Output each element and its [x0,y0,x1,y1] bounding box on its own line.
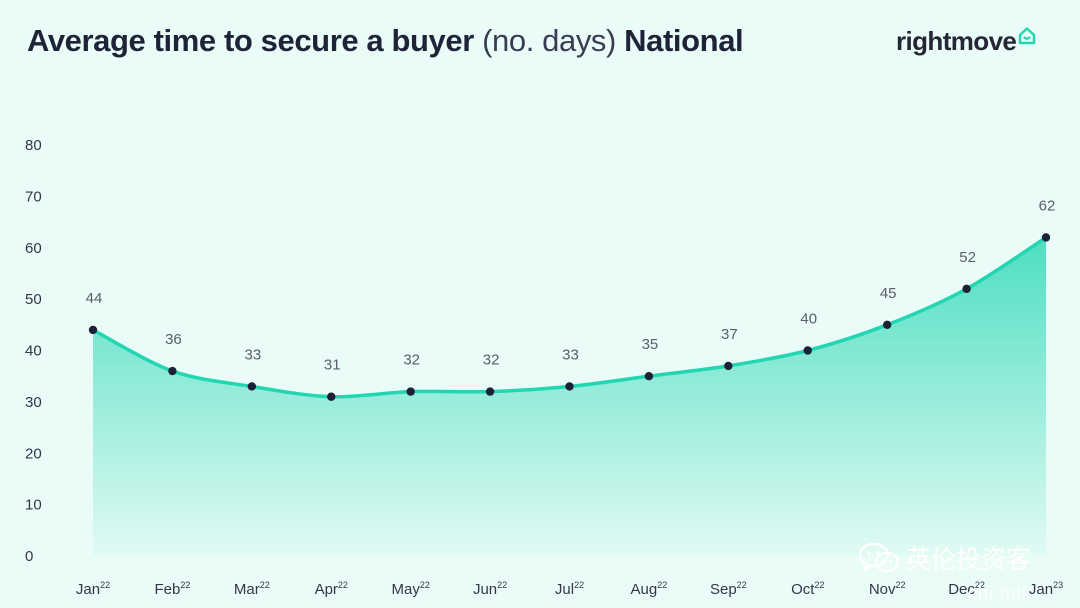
data-point-11 [962,284,971,294]
house-icon [1019,27,1036,45]
watermark-text: 英伦投资客 [906,545,1032,574]
data-label-4: 32 [403,352,420,369]
data-point-9 [803,346,812,355]
data-point-3 [327,392,336,401]
x-tick-label-3: Apr22 [315,580,348,598]
data-label-6: 33 [562,346,579,363]
data-point-4 [406,387,415,396]
x-tick-label-0: Jan22 [76,580,110,598]
data-label-9: 40 [800,311,817,328]
data-point-2 [247,382,257,391]
watermark: 英伦投资客 [858,540,1031,576]
data-point-1 [168,366,177,376]
data-point-7 [644,371,654,381]
x-tick-label-9: Oct22 [791,580,824,598]
logo-text: rightmove [896,26,1017,56]
y-tick-label-5: 50 [25,291,42,308]
data-label-11: 52 [959,249,976,266]
watermark-sub: chi nuk [968,583,1033,603]
y-tick-label-3: 30 [25,394,42,411]
data-label-5: 32 [483,352,500,369]
title-unit: (no. days) [482,23,616,58]
data-label-1: 36 [165,331,182,348]
x-tick-label-8: Sep22 [710,580,747,598]
x-axis: Jan22 Feb22 Mar22 Apr22 May22 Jun22 Jul22 Aug22… [76,580,1063,598]
y-tick-label-6: 60 [25,240,42,257]
title-main: Average time to secure a buyer [27,23,474,58]
data-point-5 [485,387,495,396]
data-point-12 [1041,233,1051,242]
data-label-12: 62 [1039,197,1056,214]
x-tick-label-4: May22 [391,580,429,598]
y-tick-label-2: 20 [25,445,42,462]
series-area [93,237,1046,556]
data-point-10 [882,320,892,330]
x-tick-label-12: Jan23 [1029,580,1063,598]
x-tick-label-2: Mar22 [234,580,270,598]
y-tick-label-0: 0 [25,548,33,565]
y-tick-label-7: 70 [25,188,42,205]
data-point-6 [565,382,574,391]
chart-title: Average time to secure a buyer (no. days… [27,20,744,62]
data-point-0 [88,325,98,335]
data-point-8 [724,361,733,371]
data-points [88,233,1051,401]
x-tick-label-7: Aug22 [631,580,668,598]
wechat-icon [858,542,900,573]
x-tick-label-6: Jul22 [555,580,584,598]
data-label-0: 44 [86,290,103,307]
title-region: National [624,23,744,58]
y-tick-label-4: 40 [25,343,42,360]
data-label-7: 35 [642,336,659,353]
data-label-2: 33 [244,346,261,363]
x-tick-label-5: Jun22 [473,580,507,598]
data-labels: 44 36 33 31 32 32 33 35 37 40 45 52 62 [86,197,1056,373]
x-tick-label-1: Feb22 [154,580,190,598]
data-label-3: 31 [324,357,341,374]
data-label-8: 37 [721,326,738,343]
y-tick-label-1: 10 [25,497,42,514]
y-axis: 0 10 20 30 40 50 60 70 80 [25,137,42,565]
y-tick-label-8: 80 [25,137,42,154]
data-label-10: 45 [880,285,897,302]
rightmove-logo: rightmove [896,24,1037,58]
x-tick-label-10: Nov22 [869,580,906,598]
